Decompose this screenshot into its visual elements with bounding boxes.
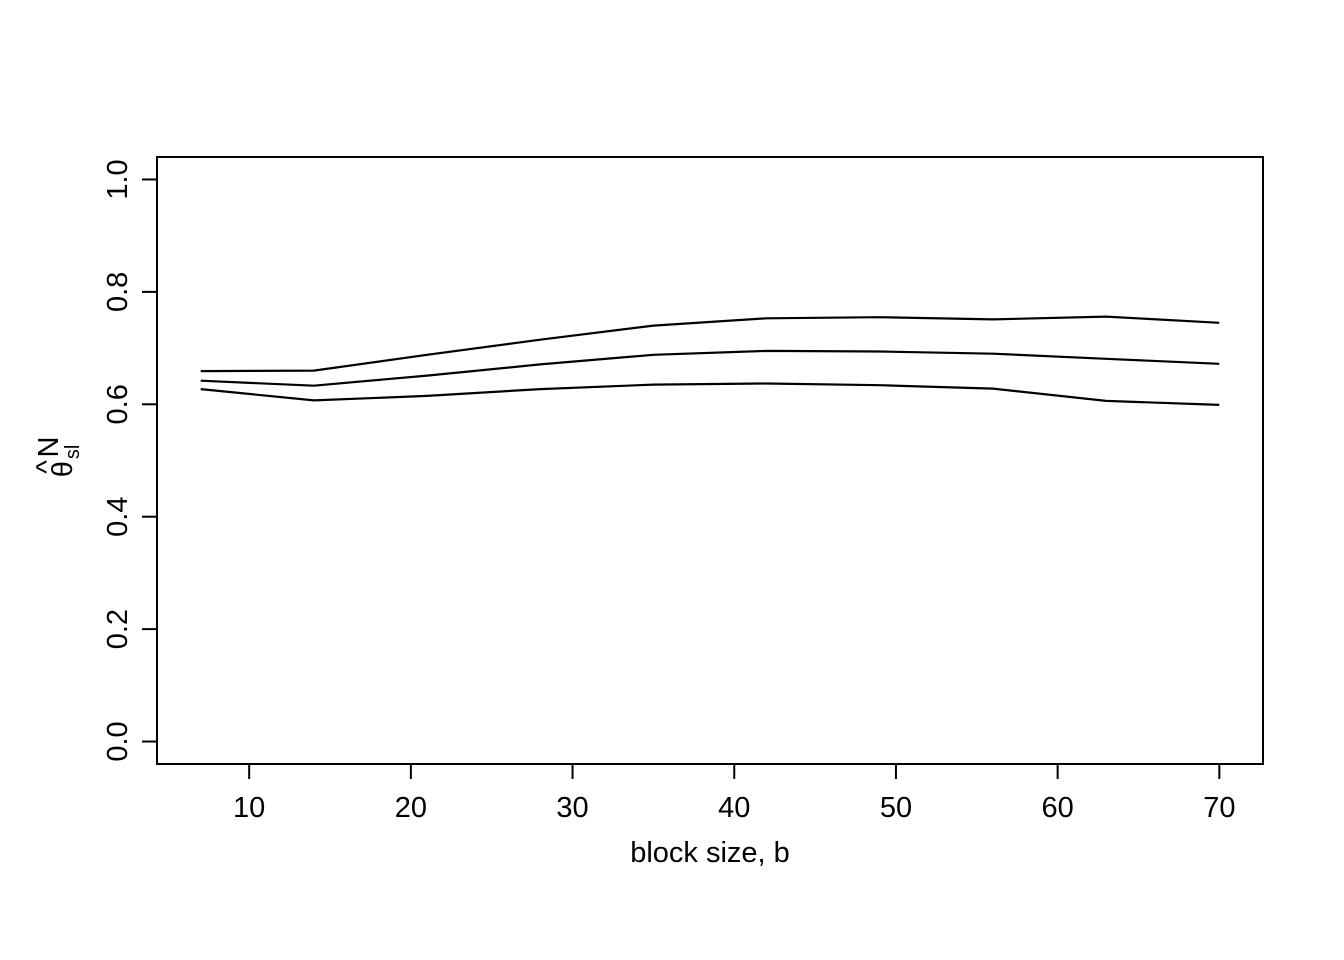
x-tick-label: 10 <box>233 792 265 824</box>
series-line-2 <box>200 349 1220 387</box>
x-tick-label: 50 <box>880 792 912 824</box>
plot-frame <box>156 156 1264 765</box>
y-axis: 0.0 0.2 0.4 0.6 0.8 1.0 <box>102 159 157 762</box>
x-tick-label: 30 <box>556 792 588 824</box>
series-layer <box>200 315 1220 406</box>
x-tick-label: 40 <box>718 792 750 824</box>
y-axis-title-base: θ <box>47 461 79 477</box>
y-tick-label: 0.4 <box>102 497 134 537</box>
y-tick-label: 1.0 <box>102 159 134 199</box>
y-tick-label: 0.0 <box>102 721 134 761</box>
y-tick-label: 0.8 <box>102 272 134 312</box>
y-axis-title-subscript: sl <box>62 445 84 459</box>
series-line-3 <box>200 382 1220 406</box>
x-axis: 10 20 30 40 50 60 70 <box>233 764 1235 824</box>
y-axis-title-hat: ^ <box>31 460 63 474</box>
x-tick-label: 20 <box>395 792 427 824</box>
y-tick-label: 0.2 <box>102 609 134 649</box>
series-line-1 <box>200 315 1220 373</box>
x-tick-label: 60 <box>1042 792 1074 824</box>
y-axis-title: θ sl ^ N <box>31 437 84 478</box>
svg-text:θsl: θ sl <box>47 445 84 478</box>
x-axis-title: block size, b <box>630 837 790 869</box>
y-tick-label: 0.6 <box>102 384 134 424</box>
x-tick-label: 70 <box>1203 792 1235 824</box>
y-axis-title-superscript: N <box>33 437 65 458</box>
